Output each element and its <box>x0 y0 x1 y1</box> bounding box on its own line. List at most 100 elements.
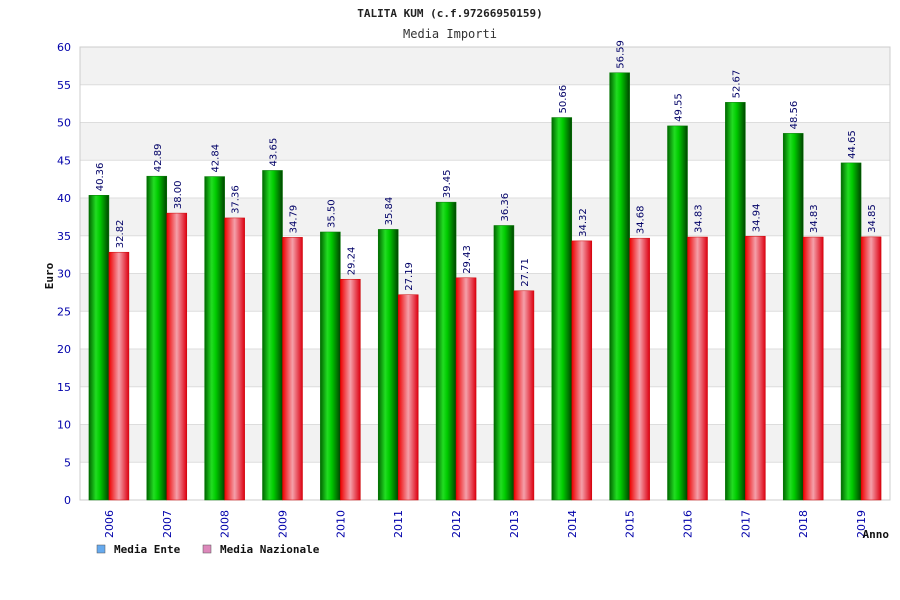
bar-media-ente <box>377 229 399 501</box>
x-tick-label: 2009 <box>277 510 290 538</box>
data-label-media-ente: 36.36 <box>500 193 511 222</box>
x-tick-label: 2013 <box>508 510 521 538</box>
data-label-media-ente: 40.36 <box>95 163 106 192</box>
data-label-media-nazionale: 34.79 <box>289 205 300 234</box>
x-tick-label: 2018 <box>797 510 810 538</box>
data-label-media-nazionale: 37.36 <box>231 185 242 214</box>
bar-media-ente <box>840 162 862 501</box>
legend-label-media-ente: Media Ente <box>114 543 181 556</box>
y-tick-label: 30 <box>57 268 71 281</box>
bar-media-ente <box>320 231 341 501</box>
data-label-media-ente: 42.84 <box>211 144 222 173</box>
bar-media-ente <box>493 225 515 501</box>
y-axis-ticks: 0 5 10 15 20 25 30 35 40 45 50 55 60 <box>57 41 71 507</box>
data-label-media-ente: 44.65 <box>847 130 858 159</box>
bar-media-ente <box>782 133 804 501</box>
bar-media-nazionale <box>802 236 824 501</box>
plot-border <box>79 46 891 501</box>
bar-media-ente <box>204 176 225 501</box>
data-label-media-nazionale: 38.00 <box>173 180 184 209</box>
x-tick-label: 2011 <box>392 510 405 538</box>
data-label-media-nazionale: 34.94 <box>751 204 762 233</box>
y-tick-label: 35 <box>57 230 71 243</box>
data-label-media-nazionale: 29.43 <box>462 245 473 274</box>
y-tick-label: 45 <box>57 154 71 167</box>
bar-media-nazionale <box>224 217 245 501</box>
bar-media-nazionale <box>397 294 419 501</box>
bar-media-nazionale <box>455 277 477 501</box>
y-tick-label: 60 <box>57 41 71 54</box>
data-label-media-ente: 39.45 <box>442 170 453 199</box>
x-axis-label: Anno <box>863 528 890 541</box>
plot-band <box>80 273 890 312</box>
plot-band <box>80 311 890 349</box>
y-tick-label: 25 <box>57 305 71 318</box>
bar-media-ente <box>146 175 168 501</box>
data-label-media-ente: 50.66 <box>558 85 569 114</box>
data-label-media-nazionale: 34.83 <box>694 204 705 233</box>
bar-media-ente <box>435 201 457 501</box>
legend-swatch-media-nazionale <box>202 544 212 554</box>
data-label-media-ente: 52.67 <box>731 70 742 99</box>
plot-band <box>80 198 890 236</box>
legend: Media Ente Media Nazionale <box>96 543 320 556</box>
y-tick-label: 5 <box>64 456 71 469</box>
x-tick-label: 2012 <box>450 510 463 538</box>
y-tick-label: 50 <box>57 117 71 130</box>
plot-band <box>80 235 890 274</box>
bar-media-nazionale <box>340 278 361 501</box>
data-label-media-nazionale: 34.68 <box>636 206 647 235</box>
x-axis-ticks: 2006 2007 2008 2009 2010 2011 2012 2013 2014 2015… <box>103 510 868 538</box>
plot-band <box>80 122 890 161</box>
plot-band <box>80 349 890 387</box>
x-tick-label: 2015 <box>624 510 637 538</box>
data-label-media-ente: 43.65 <box>269 138 280 167</box>
plot-band <box>80 424 890 463</box>
bar-media-nazionale <box>282 237 303 501</box>
bar-media-nazionale <box>513 290 535 501</box>
y-axis-label: Euro <box>43 262 56 289</box>
x-tick-label: 2019 <box>855 510 868 538</box>
data-labels: 40.36 32.82 42.89 38.00 42.84 37.36 43.65 34.79… <box>95 40 878 291</box>
data-label-media-ente: 49.55 <box>674 93 685 122</box>
data-label-media-nazionale: 32.82 <box>115 220 126 249</box>
data-label-media-ente: 35.84 <box>384 197 395 226</box>
x-tick-label: 2016 <box>682 510 695 538</box>
plot-band <box>80 47 890 85</box>
bar-media-ente <box>609 72 630 501</box>
bar-media-ente <box>725 102 746 501</box>
bar-media-nazionale <box>745 235 766 501</box>
data-label-media-ente: 35.50 <box>326 199 337 228</box>
plot-band <box>80 386 890 425</box>
x-tick-label: 2008 <box>219 510 232 538</box>
legend-swatch-media-ente <box>96 544 106 554</box>
data-label-media-nazionale: 27.19 <box>404 262 415 291</box>
data-label-media-nazionale: 29.24 <box>346 247 357 276</box>
legend-label-media-nazionale: Media Nazionale <box>220 543 320 556</box>
bar-media-ente <box>551 117 573 501</box>
bar-media-nazionale <box>166 212 188 501</box>
bar-media-nazionale <box>860 236 882 501</box>
data-label-media-nazionale: 27.71 <box>520 258 531 287</box>
x-tick-label: 2007 <box>161 510 174 538</box>
data-label-media-ente: 42.89 <box>153 144 164 173</box>
y-tick-label: 0 <box>64 494 71 507</box>
bar-media-nazionale <box>629 237 650 501</box>
bar-media-ente <box>667 125 688 501</box>
y-tick-label: 20 <box>57 343 71 356</box>
x-tick-label: 2017 <box>739 510 752 538</box>
x-tick-label: 2006 <box>103 510 116 538</box>
plot-band <box>80 84 890 123</box>
bar-media-ente <box>262 170 283 501</box>
bars <box>88 72 882 501</box>
y-tick-label: 40 <box>57 192 71 205</box>
data-label-media-ente: 48.56 <box>789 101 800 130</box>
bar-media-nazionale <box>571 240 593 501</box>
x-tick-label: 2010 <box>334 510 347 538</box>
data-label-media-ente: 56.59 <box>616 40 627 69</box>
plot-band <box>80 462 890 500</box>
bar-media-nazionale <box>108 251 130 501</box>
y-tick-label: 55 <box>57 79 71 92</box>
data-label-media-nazionale: 34.83 <box>809 204 820 233</box>
